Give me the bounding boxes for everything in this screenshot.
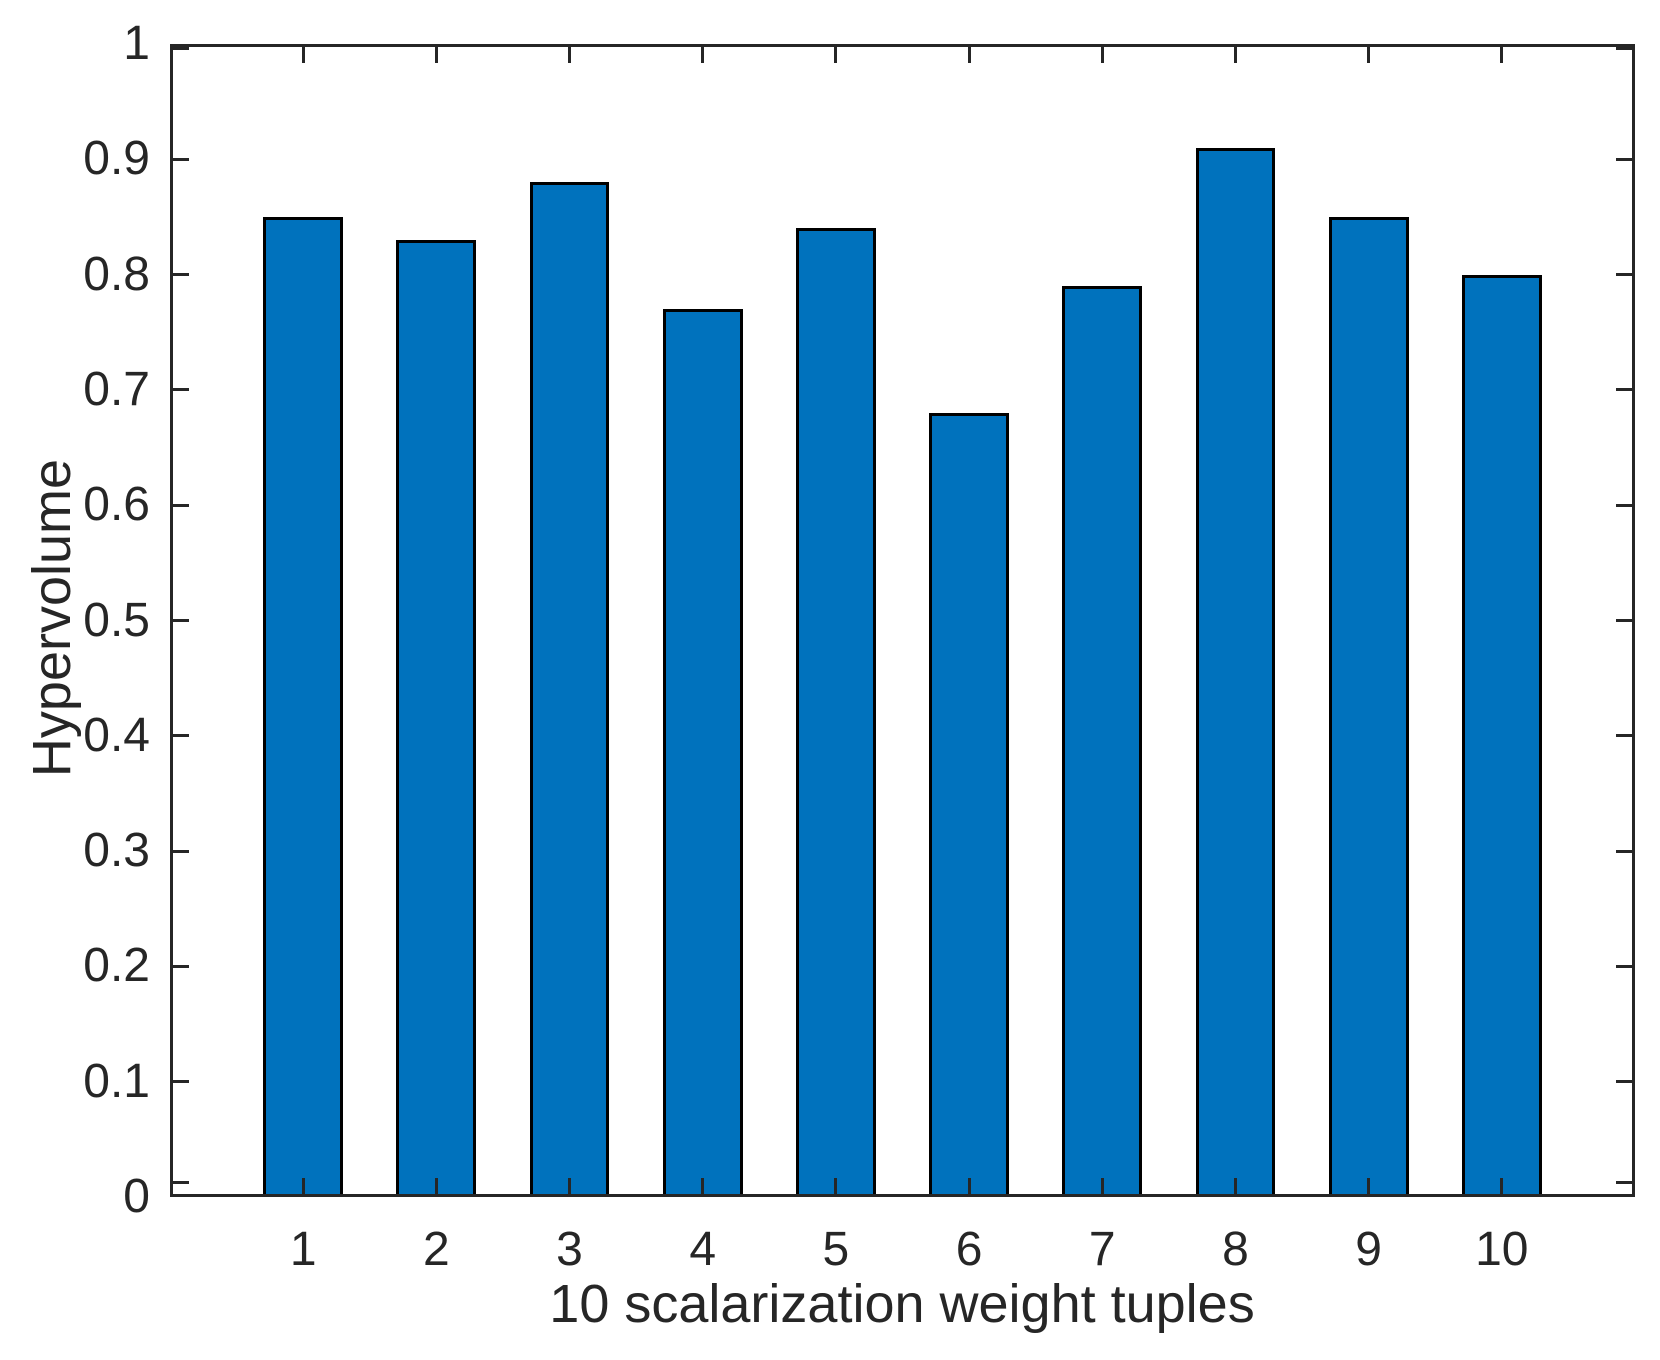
x-tick-bottom [301,1178,305,1194]
bar-10 [1461,274,1542,1197]
y-tick-right [1616,849,1632,853]
y-tick-left [173,734,189,738]
y-tick-left [173,849,189,853]
y-tick-left [173,47,189,50]
y-tick-label-0.5: 0.5 [83,593,150,647]
bar-7 [1062,286,1143,1197]
y-tick-label-0.6: 0.6 [83,478,150,532]
y-tick-right [1616,273,1632,277]
x-tick-label-9: 9 [1355,1223,1382,1276]
bar-4 [662,309,743,1197]
y-tick-label-0.7: 0.7 [83,362,150,416]
bar-2 [396,240,477,1197]
x-tick-bottom [1500,1178,1504,1194]
y-tick-left [173,964,189,968]
plot-area [170,44,1635,1197]
y-tick-right [1616,157,1632,161]
x-tick-bottom [568,1178,572,1194]
y-tick-right [1616,1080,1632,1084]
y-tick-label-0.4: 0.4 [83,708,150,762]
bar-5 [795,228,876,1197]
y-tick-label-0.1: 0.1 [83,1054,150,1108]
x-tick-top [301,47,305,63]
bar-1 [263,216,344,1197]
x-tick-bottom [1100,1178,1104,1194]
y-tick-left [173,1181,189,1184]
y-tick-left [173,1080,189,1084]
axis-box [170,44,1635,1197]
x-tick-label-5: 5 [822,1223,850,1276]
y-tick-left [173,388,189,392]
y-tick-label-0: 0 [123,1170,150,1223]
x-tick-top [1233,47,1237,63]
y-tick-right [1616,47,1632,50]
x-tick-label-8: 8 [1222,1223,1249,1276]
y-tick-left [173,157,189,161]
x-tick-bottom [834,1178,838,1194]
x-tick-label-4: 4 [689,1223,717,1276]
y-tick-right [1616,964,1632,968]
x-tick-top [967,47,971,63]
y-tick-label-0.3: 0.3 [83,824,150,878]
y-tick-label-0.9: 0.9 [83,132,150,186]
x-axis-label: 10 scalarization weight tuples [549,1274,1255,1334]
x-tick-bottom [1233,1178,1237,1194]
x-tick-label-3: 3 [556,1223,583,1276]
x-tick-top [834,47,838,63]
y-tick-left [173,503,189,507]
x-tick-label-7: 7 [1088,1223,1116,1276]
bar-8 [1195,147,1276,1197]
y-tick-label-0.8: 0.8 [83,247,150,301]
x-tick-bottom [1367,1178,1371,1194]
y-tick-right [1616,503,1632,507]
y-tick-label-0.2: 0.2 [83,939,150,993]
y-tick-left [173,273,189,277]
y-tick-label-1: 1 [123,17,150,70]
y-tick-right [1616,619,1632,622]
x-tick-top [701,47,705,63]
x-tick-bottom [967,1178,971,1194]
x-tick-label-6: 6 [955,1223,983,1276]
y-tick-right [1616,1181,1632,1184]
x-tick-top [434,47,438,63]
x-tick-label-10: 10 [1475,1223,1529,1276]
x-tick-bottom [701,1178,705,1194]
x-tick-top [1367,47,1371,63]
x-tick-bottom [434,1178,438,1194]
y-tick-left [173,619,189,622]
bar-9 [1328,216,1409,1197]
x-tick-top [1500,47,1504,63]
x-tick-top [1100,47,1104,63]
y-tick-right [1616,388,1632,392]
x-tick-top [568,47,572,63]
x-tick-label-1: 1 [289,1223,317,1276]
bar-6 [929,412,1010,1197]
bar-3 [529,182,610,1197]
y-tick-right [1616,734,1632,738]
x-tick-label-2: 2 [423,1223,450,1276]
